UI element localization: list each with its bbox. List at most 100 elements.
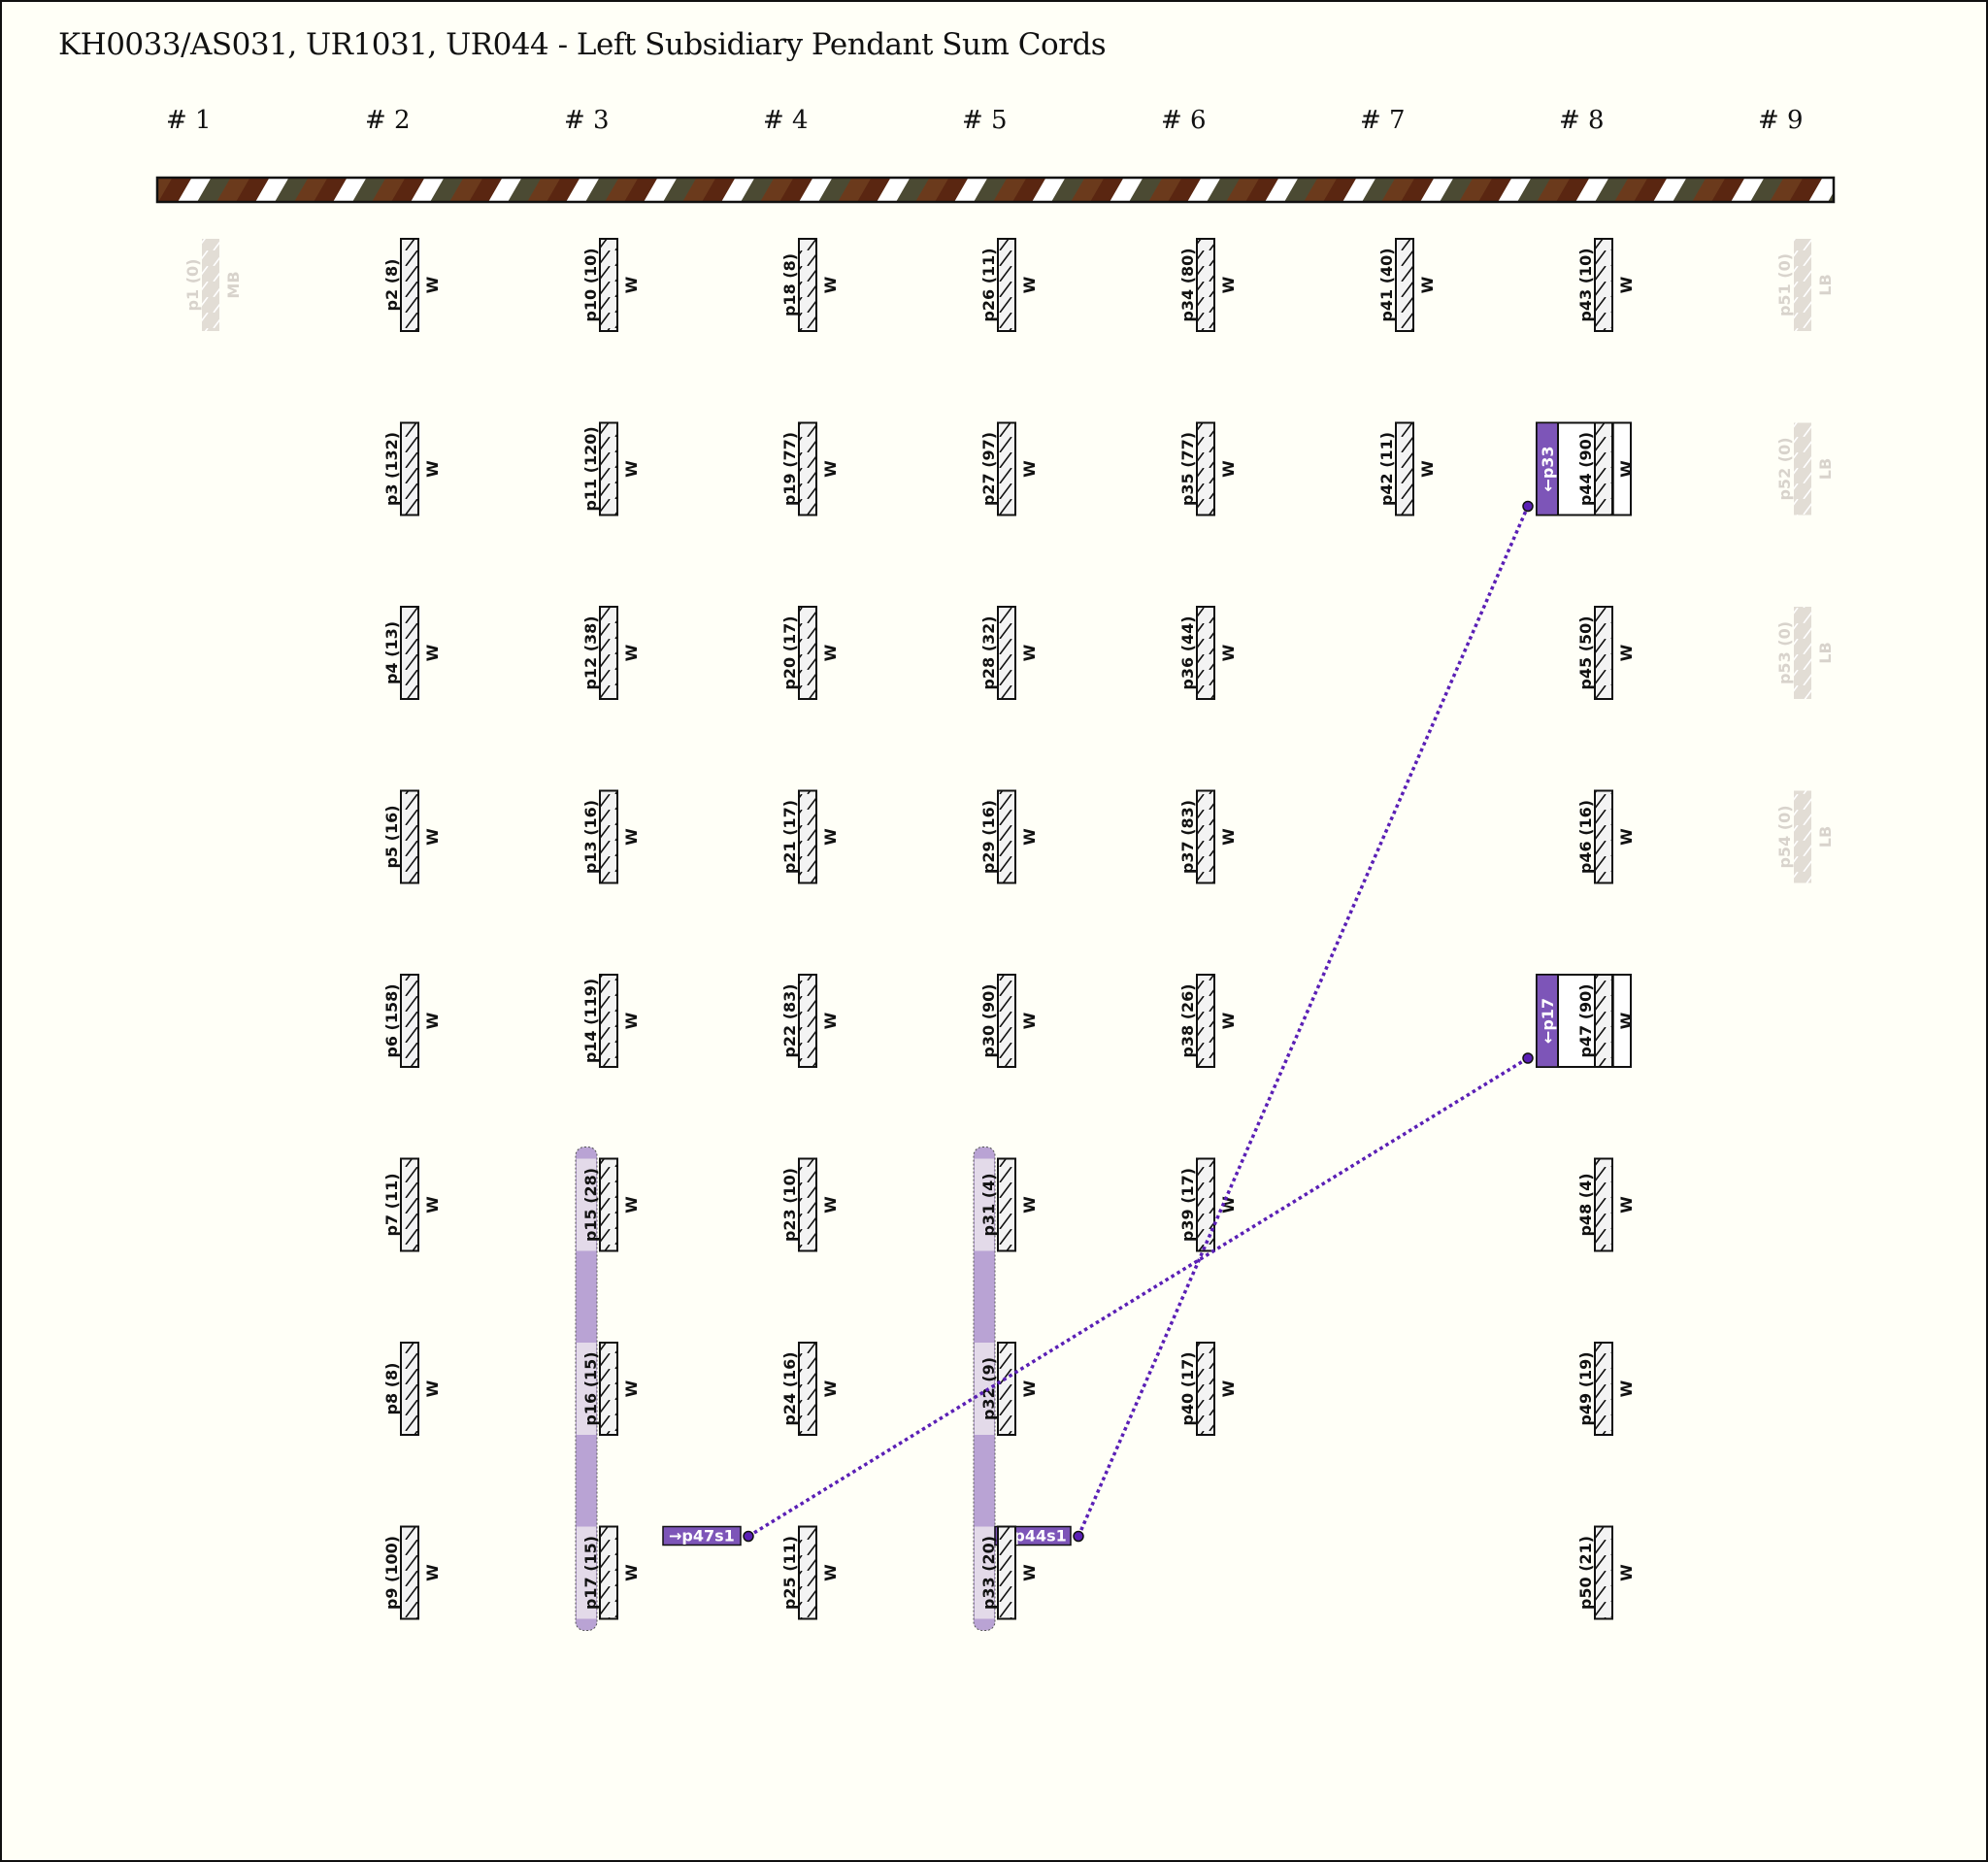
cord-color-label: W (821, 828, 840, 846)
cord-body (400, 789, 419, 884)
cord-color-label: W (1020, 1564, 1039, 1581)
pendant-cord-p32: p32 (9)W (979, 1342, 1039, 1436)
cord-color-label: W (1219, 644, 1238, 661)
cord-label: p16 (15) (581, 1351, 600, 1425)
cord-body (997, 974, 1016, 1068)
sum-group-member-band (975, 1343, 994, 1435)
group-label-7: # 7 (1360, 106, 1406, 135)
cord-color-label: W (821, 644, 840, 661)
sum-group-member-band (577, 1158, 596, 1251)
cord-body (400, 974, 419, 1068)
cord-label: p20 (17) (780, 615, 799, 689)
cord-label: p2 (8) (382, 259, 401, 312)
cord-color-label: W (1219, 460, 1238, 478)
cord-body (1594, 974, 1613, 1068)
cord-body (1594, 421, 1613, 516)
cord-color-label: W (821, 1380, 840, 1397)
cord-color-label: LB (1816, 826, 1835, 848)
cord-label: p34 (80) (1178, 248, 1197, 321)
cord-label: p13 (16) (581, 800, 600, 874)
cord-label: p3 (132) (382, 432, 401, 506)
pendant-cord-p19: p19 (77) W (780, 421, 840, 516)
cord-label: p5 (16) (382, 805, 401, 868)
pendant-cord-p20: p20 (17) W (780, 606, 840, 700)
cord-label: p11 (120) (581, 426, 600, 511)
cord-label: p52 (0) (1775, 437, 1794, 500)
cord-body (1196, 789, 1215, 884)
pendant-cord-p16: p16 (15) W (581, 1342, 641, 1436)
cord-body (400, 421, 419, 516)
cord-color-label: W (1219, 828, 1238, 846)
cord-body (1594, 789, 1613, 884)
cord-body (202, 239, 219, 331)
cord-body (798, 238, 817, 332)
pendant-cord-p17: p17 (15) W (581, 1525, 641, 1620)
cord-body (798, 789, 817, 884)
cord-body (599, 1157, 618, 1252)
cord-label: p47 (90) (1576, 983, 1595, 1057)
cord-label: p27 (97) (979, 432, 998, 506)
cord-body (997, 1157, 1016, 1252)
cord-label: p31 (4) (979, 1173, 998, 1236)
pendant-cord-p47: ←p17 p47 (90) W (1522, 974, 1636, 1068)
cord-label: p50 (21) (1576, 1536, 1595, 1610)
sum-target-label-box (662, 1525, 742, 1546)
cord-body (1196, 238, 1215, 332)
cord-color-label: W (1020, 1196, 1039, 1214)
cord-color-label: W (622, 1380, 641, 1397)
cord-color-label: W (1617, 644, 1636, 661)
cord-color-label: W (1617, 460, 1636, 478)
cord-label: p14 (119) (581, 979, 600, 1063)
cord-label: p7 (11) (382, 1173, 401, 1236)
cord-label: p40 (17) (1178, 1351, 1197, 1425)
cord-label: p23 (10) (780, 1168, 799, 1242)
page-title: KH0033/AS031, UR1031, UR044 - Left Subsi… (58, 27, 1107, 62)
pendant-cord-p38: p38 (26) W (1178, 974, 1238, 1068)
pendant-cord-p53: p53 (0) LB (1775, 607, 1835, 699)
cord-label: p8 (8) (382, 1363, 401, 1415)
pendant-cord-p10: p10 (10) W (581, 238, 641, 332)
pendant-cord-p45: p45 (50) W (1576, 606, 1636, 700)
cord-body (1196, 1157, 1215, 1252)
cord-color-label: W (1617, 276, 1636, 293)
cord-label: p25 (11) (780, 1536, 799, 1610)
cord-body (1594, 606, 1613, 700)
group-label-2: # 2 (365, 106, 411, 135)
cord-body (798, 606, 817, 700)
cord-body (1594, 1525, 1613, 1620)
cord-body (400, 1525, 419, 1620)
cord-body (599, 421, 618, 516)
pendant-cord-p12: p12 (38) W (581, 606, 641, 700)
cord-body (599, 1342, 618, 1436)
cord-color-label: W (622, 1196, 641, 1214)
cord-color-label: W (1219, 276, 1238, 293)
pendant-cord-p15: p15 (28) W (581, 1157, 641, 1252)
cord-color-label: W (1617, 1196, 1636, 1214)
group-label-8: # 8 (1559, 106, 1605, 135)
cord-color-label: LB (1816, 274, 1835, 295)
pendant-cord-p34: p34 (80) W (1178, 238, 1238, 332)
sum-group-member-band (577, 1343, 596, 1435)
cord-label: p28 (32) (979, 615, 998, 689)
cord-label: p39 (17) (1178, 1168, 1197, 1242)
cord-body (997, 1342, 1016, 1436)
cord-color-label: W (1219, 1012, 1238, 1029)
cord-label: p53 (0) (1775, 621, 1794, 684)
cord-label: p6 (158) (382, 983, 401, 1057)
cord-label: p29 (16) (979, 800, 998, 874)
cord-color-label: W (622, 828, 641, 846)
pendant-cord-p41: p41 (40) W (1377, 238, 1437, 332)
cord-color-label: W (1020, 1012, 1039, 1029)
pendant-cord-p40: p40 (17) W (1178, 1342, 1238, 1436)
cord-label: p41 (40) (1377, 248, 1396, 321)
sum-link-line (1077, 505, 1530, 1538)
sum-target-label: →p47s1 (669, 1527, 735, 1546)
cord-body (1395, 238, 1414, 332)
cord-color-label: W (423, 1380, 442, 1397)
pendant-cord-p27: p27 (97) W (979, 421, 1039, 516)
pendant-cord-p48: p48 (4) W (1576, 1157, 1636, 1252)
cord-label: p17 (15) (581, 1536, 600, 1610)
pendant-cord-p52: p52 (0) LB (1775, 422, 1835, 515)
pendant-cord-p4: p4 (13) W (382, 606, 442, 700)
pendant-cord-p42: p42 (11) W (1377, 421, 1437, 516)
